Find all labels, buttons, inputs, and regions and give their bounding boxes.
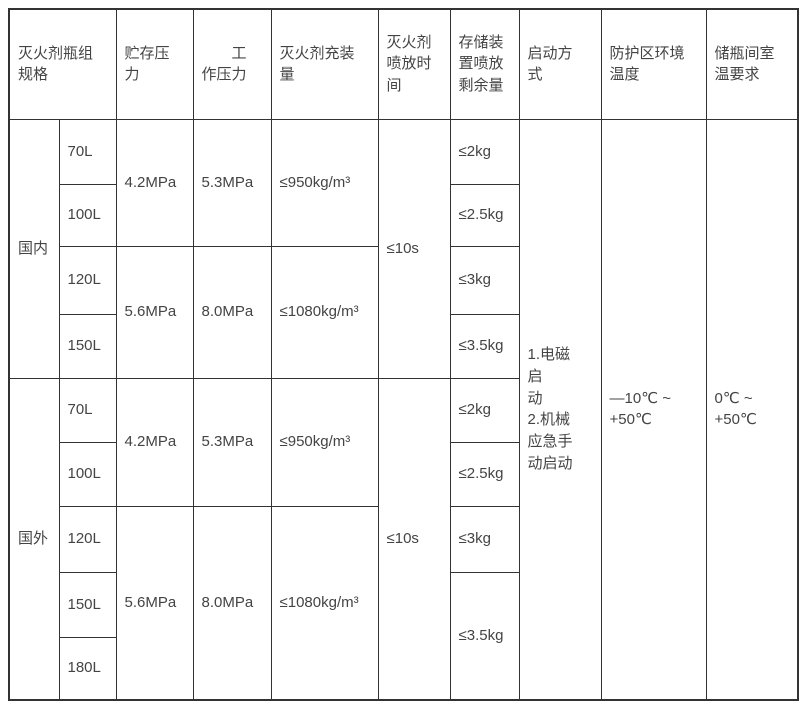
cell-foreign-residual-1: ≤2kg [449,377,520,443]
cell-domestic-residual-2: ≤2.5kg [449,183,520,247]
row-domestic-120l: 120L 5.6MPa 8.0MPa ≤1080kg/m³ ≤3kg [9,245,798,379]
cell-zone-temp: —10℃ ~ +50℃ [600,118,707,701]
cell-domestic-label: 国内 [8,118,60,379]
cell-domestic-fill-low: ≤950kg/m³ [270,118,379,247]
cell-foreign-working-pressure-low: 5.3MPa [192,377,272,507]
row-foreign-150l: 150L ≤3.5kg [9,571,798,701]
header-room-temp: 储瓶间室 温要求 [705,8,799,120]
row-foreign-120l: 120L 5.6MPa 8.0MPa ≤1080kg/m³ ≤3kg [9,505,798,701]
header-storage-pressure: 贮存压 力 [115,8,194,120]
cell-foreign-residual-4: ≤3.5kg [449,571,520,701]
cell-start-mode: 1.电磁 启 动 2.机械 应急手 动启动 [518,118,602,701]
row-domestic-100l: 100L ≤2.5kg [9,183,798,247]
cell-foreign-residual-2: ≤2.5kg [449,441,520,507]
cell-domestic-storage-pressure-low: 4.2MPa [115,118,194,247]
cell-domestic-size-150l: 150L [58,313,117,379]
cell-foreign-storage-pressure-low: 4.2MPa [115,377,194,507]
cell-domestic-working-pressure-high: 8.0MPa [192,245,272,379]
cell-domestic-discharge-time: ≤10s [377,118,451,379]
cell-foreign-residual-3: ≤3kg [449,505,520,573]
cell-foreign-size-120l: 120L [58,505,117,573]
row-foreign-100l: 100L ≤2.5kg [9,441,798,507]
cell-foreign-fill-high: ≤1080kg/m³ [270,505,379,701]
row-domestic-70l: 国内 70L 4.2MPa 5.3MPa ≤950kg/m³ ≤10s ≤2kg… [8,118,799,701]
header-spec: 灭火剂瓶组 规格 [8,8,117,120]
cell-domestic-residual-1: ≤2kg [449,118,520,185]
row-foreign-180l: 180L [9,636,798,701]
cell-domestic-size-70l: 70L [58,118,117,185]
cell-domestic-size-120l: 120L [58,245,117,315]
cell-domestic-working-pressure-low: 5.3MPa [192,118,272,247]
header-residual: 存储装 置喷放 剩余量 [449,8,520,120]
header-row: 灭火剂瓶组 规格 贮存压 力 工 作压力 灭火剂充装 量 灭火剂 喷放时 间 存… [8,8,799,120]
spec-table: 灭火剂瓶组 规格 贮存压 力 工 作压力 灭火剂充装 量 灭火剂 喷放时 间 存… [8,8,800,701]
cell-domestic-residual-3: ≤3kg [449,245,520,315]
cell-domestic-size-100l: 100L [58,183,117,247]
cell-domestic-storage-pressure-high: 5.6MPa [115,245,194,379]
header-discharge-time: 灭火剂 喷放时 间 [377,8,451,120]
header-fill-amount: 灭火剂充装 量 [270,8,379,120]
cell-foreign-size-70l: 70L [58,377,117,443]
cell-foreign-size-180l: 180L [58,636,117,701]
cell-foreign-label: 国外 [8,377,60,701]
cell-domestic-residual-4: ≤3.5kg [449,313,520,379]
cell-foreign-size-150l: 150L [58,571,117,638]
header-zone-temp: 防护区环境 温度 [600,8,707,120]
cell-room-temp: 0℃ ~ +50℃ [705,118,799,701]
cell-foreign-fill-low: ≤950kg/m³ [270,377,379,507]
header-working-pressure: 工 作压力 [192,8,272,120]
row-domestic-150l: 150L ≤3.5kg [9,313,798,379]
cell-foreign-storage-pressure-high: 5.6MPa [115,505,194,701]
cell-foreign-discharge-time: ≤10s [377,377,451,701]
row-foreign-70l: 国外 70L 4.2MPa 5.3MPa ≤950kg/m³ ≤10s ≤2kg [8,377,798,701]
cell-foreign-size-100l: 100L [58,441,117,507]
cell-foreign-working-pressure-high: 8.0MPa [192,505,272,701]
header-start-mode: 启动方 式 [518,8,602,120]
cell-domestic-fill-high: ≤1080kg/m³ [270,245,379,379]
